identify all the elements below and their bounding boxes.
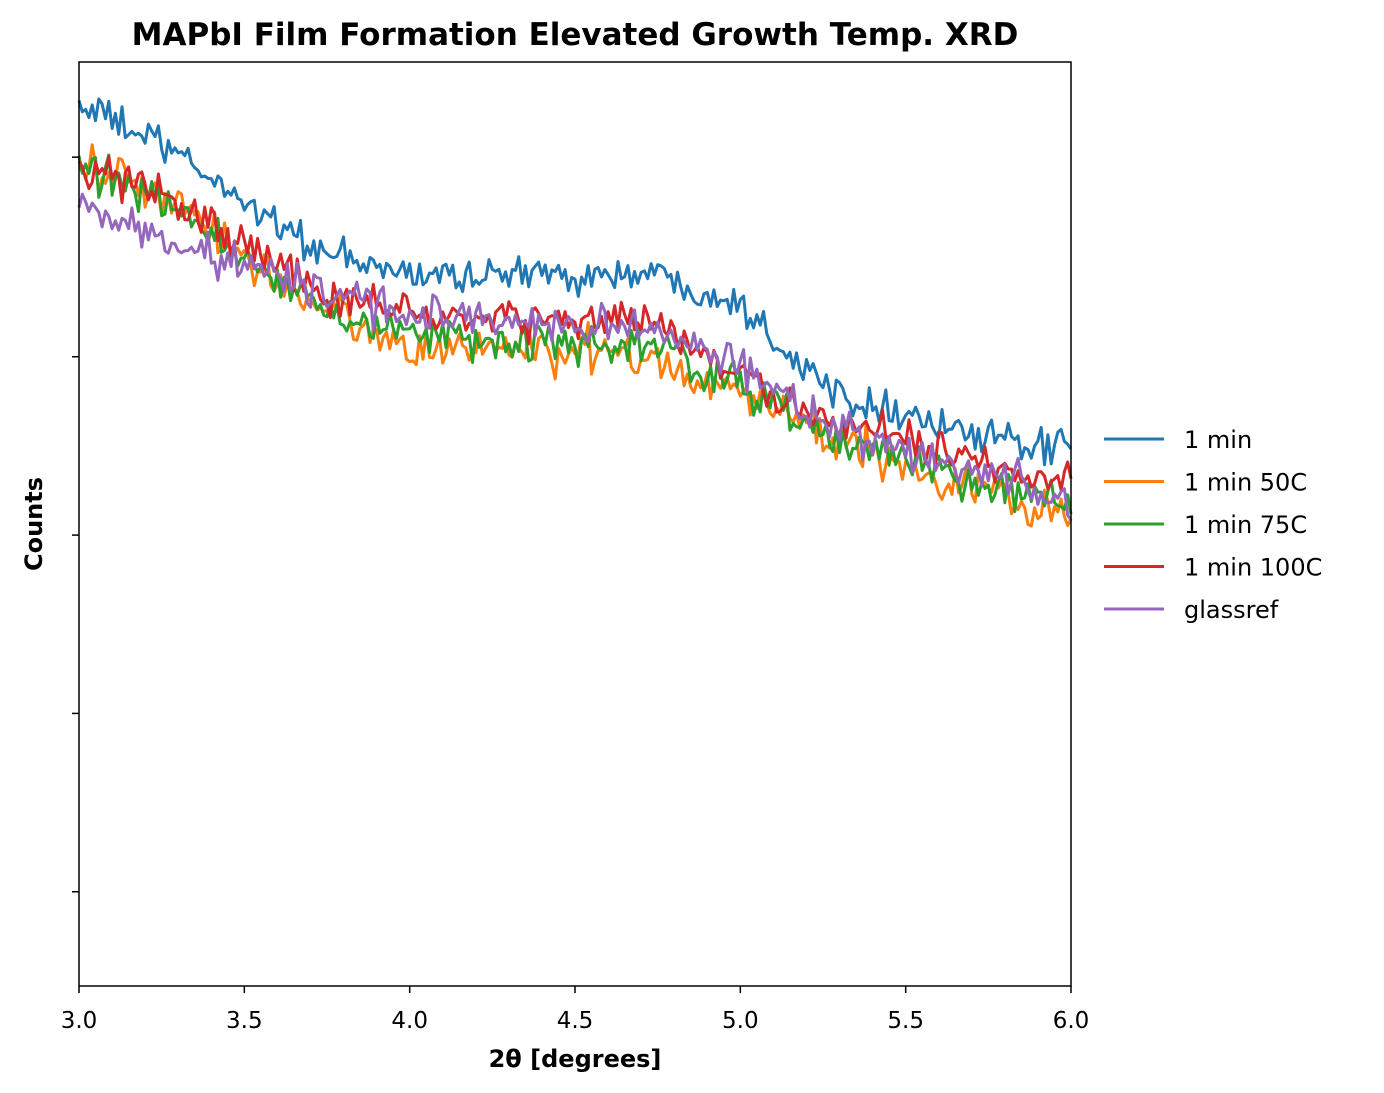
x-tick-label-6: 6.0	[1053, 1008, 1090, 1034]
series-line-3	[77, 154, 1073, 492]
legend-label-4: glassref	[1184, 596, 1279, 624]
series-line-2	[77, 153, 1073, 515]
x-axis-ticks: 3.0 3.5 4.0 4.5 5.0 5.5 6.0	[61, 986, 1090, 1034]
x-tick-label-1: 3.5	[226, 1008, 263, 1034]
legend-label-2: 1 min 75C	[1184, 511, 1307, 539]
series-line-0	[77, 97, 1073, 467]
legend-label-3: 1 min 100C	[1184, 554, 1322, 582]
series-line-4	[77, 192, 1073, 522]
x-axis-label: 2θ [degrees]	[489, 1045, 662, 1073]
chart-title: MAPbI Film Formation Elevated Growth Tem…	[132, 17, 1019, 53]
y-axis-ticks	[72, 156, 79, 893]
legend: 1 min 1 min 50C 1 min 75C 1 min 100C glassre…	[1104, 426, 1322, 624]
x-tick-label-2: 4.0	[391, 1008, 428, 1034]
x-tick-label-4: 5.0	[722, 1008, 759, 1034]
x-tick-label-5: 5.5	[887, 1008, 924, 1034]
plot-area-frame	[78, 61, 1072, 987]
legend-label-1: 1 min 50C	[1184, 469, 1307, 497]
y-axis-label: Counts	[20, 477, 48, 571]
legend-label-0: 1 min	[1184, 426, 1252, 454]
x-tick-label-0: 3.0	[61, 1008, 98, 1034]
plot-lines	[77, 97, 1073, 528]
x-tick-label-3: 4.5	[557, 1008, 594, 1034]
